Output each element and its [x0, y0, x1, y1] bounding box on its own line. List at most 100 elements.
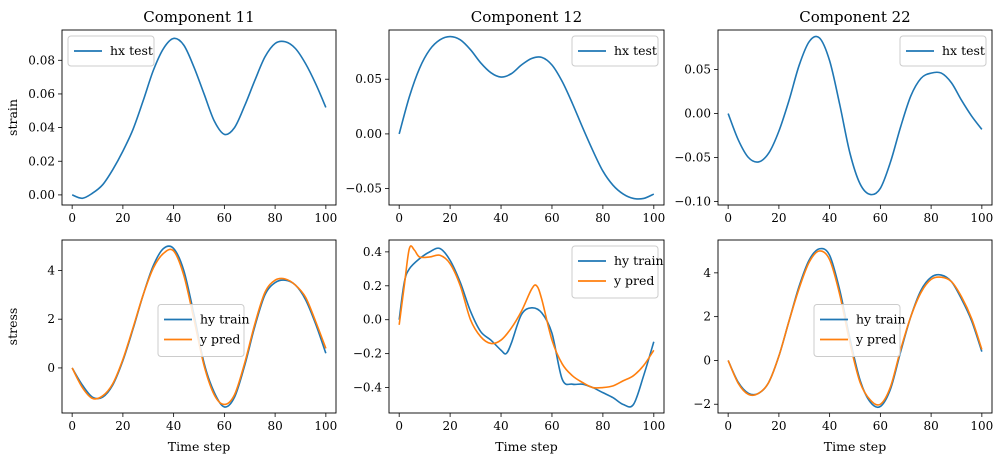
x-tick-label: 20	[115, 419, 130, 433]
x-tick-label: 40	[822, 211, 837, 225]
x-tick-label: 80	[595, 211, 610, 225]
x-tick-label: 100	[642, 419, 665, 433]
y-tick-label: 0.2	[363, 279, 382, 293]
x-tick-label: 0	[68, 211, 76, 225]
legend-box	[813, 304, 901, 357]
x-tick-label: 80	[267, 419, 282, 433]
x-tick-label: 20	[771, 211, 786, 225]
x-tick-label: 60	[873, 211, 888, 225]
legend: hy train y pred	[813, 304, 906, 357]
x-tick-label: 20	[115, 211, 130, 225]
y-tick-label: −0.05	[674, 151, 711, 165]
y-tick-label: 0.05	[355, 72, 382, 86]
legend-label: y pred	[613, 273, 654, 288]
legend-box	[157, 304, 245, 357]
y-tick-label: 0.00	[684, 107, 711, 121]
legend-label: y pred	[855, 332, 896, 347]
y-tick-label: −0.4	[353, 381, 383, 395]
x-tick-label: 20	[771, 419, 786, 433]
y-tick-label: 4	[47, 263, 55, 277]
y-tick-label: −0.10	[674, 194, 711, 208]
y-tick-label: 0.00	[355, 127, 382, 141]
y-tick-label: 0.0	[363, 313, 382, 327]
legend-box	[67, 35, 155, 67]
x-tick-label: 80	[923, 211, 938, 225]
series-line-hy-train	[398, 247, 655, 408]
y-tick-label: 0.05	[684, 63, 711, 77]
series-line-hx-test	[398, 35, 655, 200]
y-axis-label: stress	[5, 308, 20, 346]
series-line-hx-test	[727, 35, 983, 196]
panel-title: Component 11	[143, 8, 254, 26]
panel-p11: 0 20 40 60 80 100 0.00 0.02 0.04 0.06 0.08 Componen…	[5, 8, 337, 225]
x-tick-label: 40	[822, 419, 837, 433]
y-tick-label: 0.4	[363, 245, 382, 259]
x-tick-label: 80	[267, 211, 282, 225]
y-tick-label: 0.02	[28, 154, 55, 168]
x-tick-label: 80	[923, 419, 938, 433]
legend-box	[571, 245, 659, 299]
y-tick-label: 0.04	[28, 121, 55, 135]
series-line-y-pred	[727, 250, 983, 406]
x-tick-label: 0	[395, 419, 403, 433]
x-tick-label: 40	[166, 419, 181, 433]
x-tick-label: 60	[217, 211, 232, 225]
series-line-y-pred	[398, 245, 655, 389]
y-tick-label: −0.2	[353, 347, 382, 361]
legend: hx test	[67, 35, 155, 67]
legend-label: hx test	[614, 43, 657, 58]
x-tick-label: 0	[724, 211, 732, 225]
y-tick-label: 4	[703, 266, 711, 280]
x-tick-label: 0	[68, 419, 76, 433]
panel-p12: 0 20 40 60 80 100 0.05 0.00 −0.05 Component 12 hx …	[345, 8, 665, 225]
y-tick-label: −0.05	[345, 182, 382, 196]
x-tick-label: 60	[544, 419, 559, 433]
legend-label: hy train	[856, 312, 906, 327]
legend-label: hx test	[110, 43, 153, 58]
x-tick-label: 40	[493, 211, 508, 225]
y-tick-label: 0	[47, 361, 55, 375]
x-tick-label: 100	[970, 419, 993, 433]
y-tick-label: −2	[693, 397, 711, 411]
panel-s12: 0 20 40 60 80 100 0.4 0.2 0.0 −0.2 −0.4 Time step hy…	[353, 239, 665, 454]
y-axis-label: strain	[5, 99, 20, 136]
legend: hy train y pred	[157, 304, 250, 357]
axes-frame	[61, 29, 337, 206]
x-tick-label: 40	[166, 211, 181, 225]
axes-frame	[388, 239, 665, 414]
x-tick-label: 100	[314, 419, 337, 433]
x-tick-label: 60	[873, 419, 888, 433]
x-axis-label: Time step	[824, 439, 886, 454]
x-axis-label: Time step	[495, 439, 557, 454]
x-tick-label: 0	[724, 419, 732, 433]
x-tick-label: 20	[442, 419, 457, 433]
x-tick-label: 60	[217, 419, 232, 433]
legend-label: y pred	[199, 332, 240, 347]
legend: hx test	[899, 35, 987, 67]
x-tick-label: 60	[544, 211, 559, 225]
x-tick-label: 20	[442, 211, 457, 225]
y-tick-label: 0	[703, 353, 711, 367]
y-tick-label: 2	[703, 310, 711, 324]
legend: hy train y pred	[571, 245, 664, 299]
x-tick-label: 100	[970, 211, 993, 225]
axes-frame	[717, 239, 993, 414]
legend-label: hy train	[200, 312, 250, 327]
y-tick-label: 0.00	[28, 188, 55, 202]
x-axis-label: Time step	[168, 439, 230, 454]
x-tick-label: 40	[493, 419, 508, 433]
panel-title: Component 12	[471, 8, 582, 26]
y-tick-label: 0.08	[28, 53, 55, 67]
legend-box	[571, 35, 659, 67]
axes-frame	[717, 29, 993, 206]
x-tick-label: 100	[642, 211, 665, 225]
axes-frame	[388, 29, 665, 206]
x-tick-label: 0	[395, 211, 403, 225]
legend-box	[899, 35, 987, 67]
y-tick-label: 2	[47, 312, 55, 326]
x-tick-label: 100	[314, 211, 337, 225]
axes-frame	[61, 239, 337, 414]
x-tick-label: 80	[595, 419, 610, 433]
